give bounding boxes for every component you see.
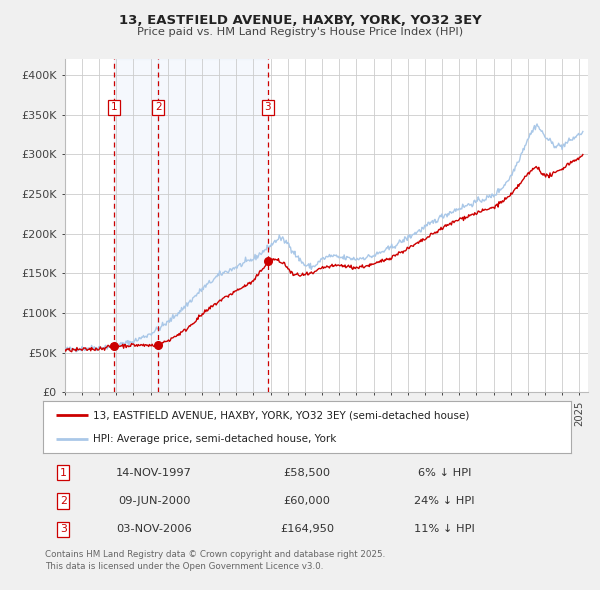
Text: £164,950: £164,950 [280, 525, 334, 534]
Bar [158, 59, 268, 392]
Text: Price paid vs. HM Land Registry's House Price Index (HPI): Price paid vs. HM Land Registry's House … [137, 27, 463, 37]
Text: This data is licensed under the Open Government Licence v3.0.: This data is licensed under the Open Gov… [45, 562, 323, 571]
Text: 14-NOV-1997: 14-NOV-1997 [116, 468, 192, 477]
Text: 6% ↓ HPI: 6% ↓ HPI [418, 468, 471, 477]
Text: 2: 2 [155, 102, 161, 112]
Text: 13, EASTFIELD AVENUE, HAXBY, YORK, YO32 3EY: 13, EASTFIELD AVENUE, HAXBY, YORK, YO32 … [119, 14, 481, 27]
Text: 03-NOV-2006: 03-NOV-2006 [116, 525, 192, 534]
Text: 3: 3 [265, 102, 271, 112]
Text: 3: 3 [60, 525, 67, 534]
Text: £60,000: £60,000 [284, 496, 331, 506]
Text: 2: 2 [60, 496, 67, 506]
Text: 1: 1 [60, 468, 67, 477]
Text: HPI: Average price, semi-detached house, York: HPI: Average price, semi-detached house,… [94, 434, 337, 444]
Text: 1: 1 [111, 102, 118, 112]
Text: 11% ↓ HPI: 11% ↓ HPI [414, 525, 475, 534]
Text: 24% ↓ HPI: 24% ↓ HPI [414, 496, 475, 506]
Text: Contains HM Land Registry data © Crown copyright and database right 2025.: Contains HM Land Registry data © Crown c… [45, 550, 385, 559]
Text: £58,500: £58,500 [284, 468, 331, 477]
Text: 09-JUN-2000: 09-JUN-2000 [118, 496, 190, 506]
Text: 13, EASTFIELD AVENUE, HAXBY, YORK, YO32 3EY (semi-detached house): 13, EASTFIELD AVENUE, HAXBY, YORK, YO32 … [94, 410, 470, 420]
Bar [114, 59, 158, 392]
